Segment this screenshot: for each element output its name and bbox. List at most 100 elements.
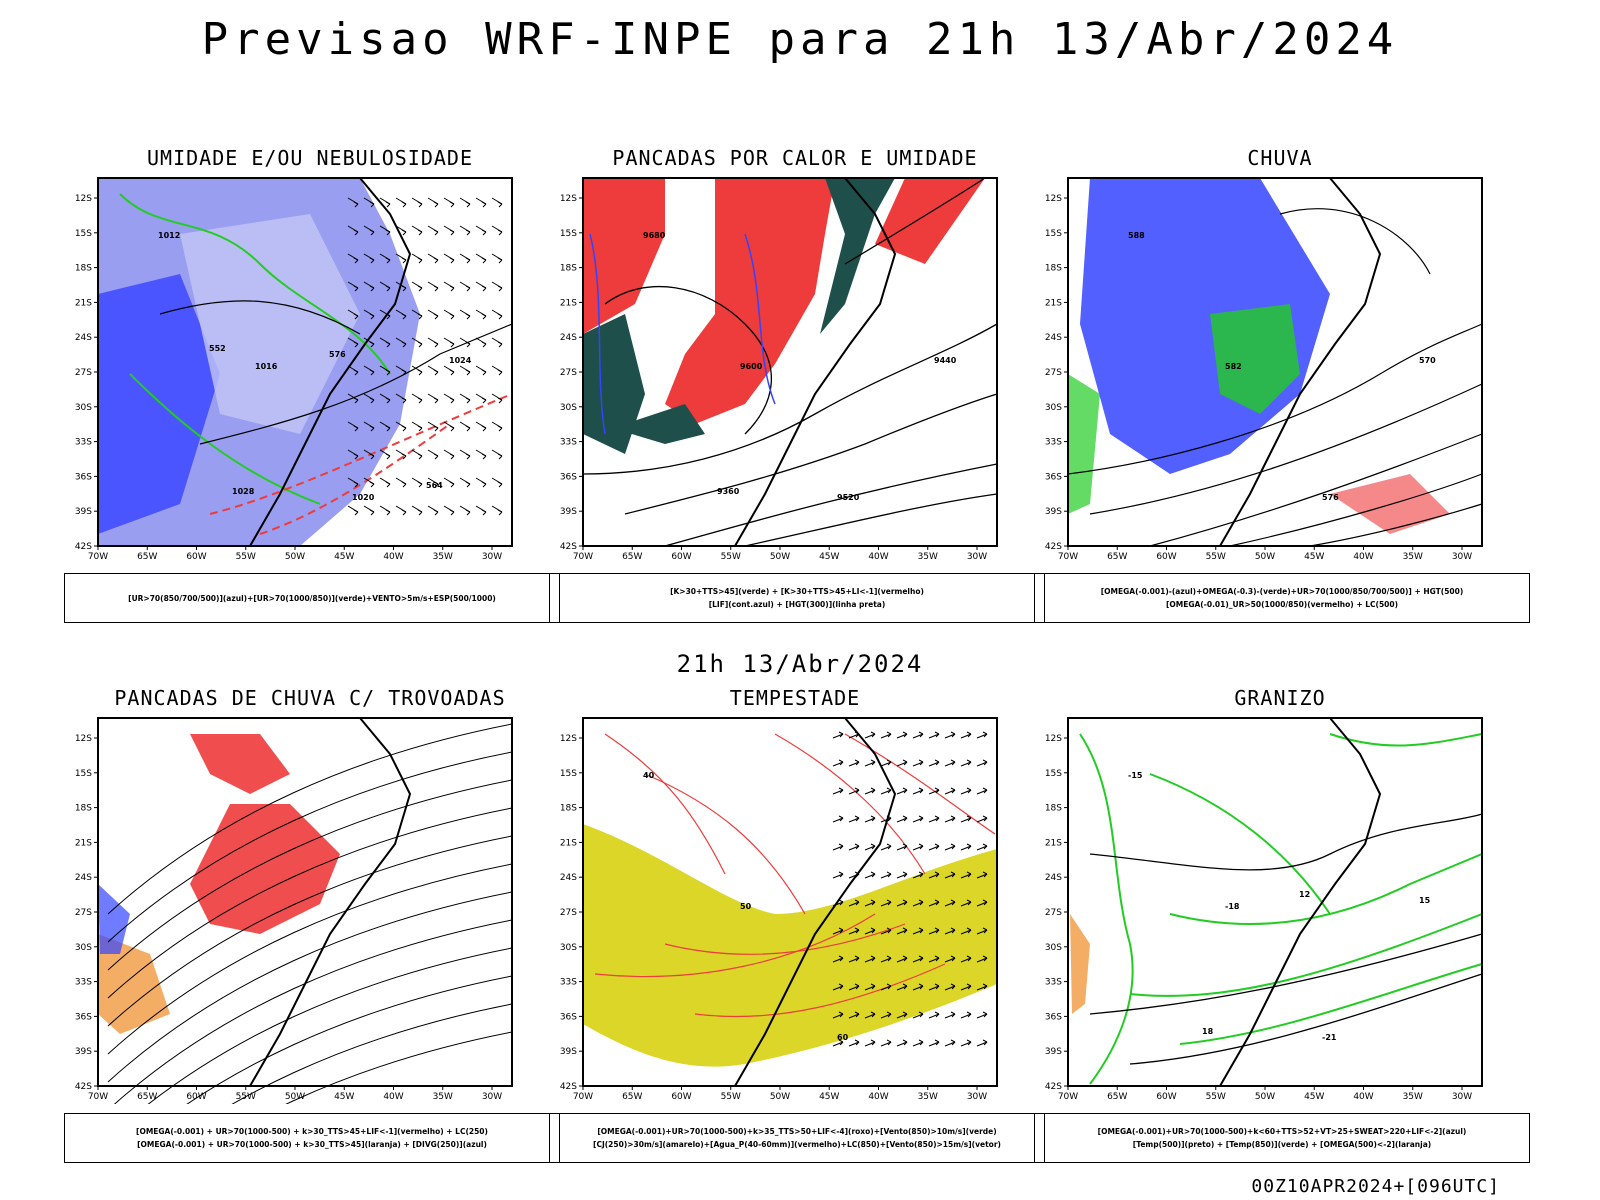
- contour-label: 576: [1322, 493, 1339, 502]
- lat-tick-label: 36S: [1045, 472, 1062, 482]
- legend-line: [CJ(250)>30m/s](amarelo)+[Agua_P(40-60mm…: [593, 1140, 1001, 1149]
- lat-tick-label: 12S: [1045, 194, 1062, 204]
- lat-tick-label: 33S: [1045, 438, 1062, 448]
- run-info: 00Z10APR2024+[096UTC]: [1251, 1176, 1500, 1197]
- lon-tick-label: 40W: [383, 552, 403, 562]
- lat-tick-label: 18S: [75, 264, 92, 274]
- lon-tick-label: 50W: [1255, 1092, 1275, 1102]
- lon-tick-label: 60W: [186, 552, 206, 562]
- lon-tick-label: 45W: [334, 1092, 354, 1102]
- contour-label: 9520: [837, 493, 860, 502]
- lat-tick-label: 42S: [75, 542, 92, 552]
- contour-label: 1016: [255, 362, 278, 371]
- lon-tick-label: 55W: [721, 552, 741, 562]
- lat-tick-label: 18S: [75, 804, 92, 814]
- contour-label: 588: [1128, 231, 1145, 240]
- lon-tick-label: 70W: [573, 1092, 593, 1102]
- lat-tick-label: 12S: [1045, 734, 1062, 744]
- contour-label: 582: [1225, 362, 1242, 371]
- legend-line: [OMEGA(-0.01)_UR>50(1000/850)(vermelho) …: [1165, 600, 1399, 609]
- lon-tick-label: 60W: [671, 552, 691, 562]
- lat-tick-label: 15S: [75, 229, 92, 239]
- lon-tick-label: 65W: [137, 552, 157, 562]
- lon-tick-label: 50W: [770, 1092, 790, 1102]
- panel-granizo: GRANIZO 12S 15S 18S 21S 24S 27S 30S 33S 36S 39S 42…: [1030, 686, 1530, 1163]
- lon-tick-label: 45W: [819, 552, 839, 562]
- contour-label: 576: [329, 350, 346, 359]
- lon-tick-label: 40W: [868, 552, 888, 562]
- lat-tick-label: 27S: [75, 368, 92, 378]
- lat-tick-label: 27S: [560, 368, 577, 378]
- lat-tick-label: 12S: [560, 194, 577, 204]
- lat-tick-label: 15S: [75, 769, 92, 779]
- lat-tick-label: 24S: [560, 333, 577, 343]
- lon-tick-label: 55W: [236, 1092, 256, 1102]
- panel-title: PANCADAS POR CALOR E UMIDADE: [612, 146, 978, 170]
- lat-tick-label: 33S: [1045, 978, 1062, 988]
- lat-tick-label: 24S: [75, 333, 92, 343]
- lat-tick-label: 21S: [75, 838, 92, 848]
- contour-label: 15: [1419, 896, 1431, 905]
- lat-tick-label: 33S: [75, 978, 92, 988]
- contour-label: 564: [426, 481, 443, 490]
- panel-title: TEMPESTADE: [729, 686, 861, 710]
- contour-label: 9440: [934, 356, 957, 365]
- lon-tick-label: 55W: [1206, 552, 1226, 562]
- lat-tick-label: 24S: [75, 873, 92, 883]
- lon-tick-label: 65W: [622, 1092, 642, 1102]
- lat-tick-label: 18S: [560, 264, 577, 274]
- lon-tick-label: 40W: [868, 1092, 888, 1102]
- panel-pancadas-trovoadas: PANCADAS DE CHUVA C/ TROVOADAS 12S 15S 18S…: [60, 686, 560, 1163]
- lon-tick-label: 50W: [770, 552, 790, 562]
- lon-tick-label: 35W: [918, 552, 938, 562]
- legend-line: [OMEGA(-0.001) + UR>70(1000-500) + k>30_…: [137, 1140, 487, 1149]
- lon-tick-label: 40W: [1353, 1092, 1373, 1102]
- lat-tick-label: 42S: [1045, 1082, 1062, 1092]
- lon-tick-label: 30W: [1452, 1092, 1472, 1102]
- contour-label: 50: [740, 902, 752, 911]
- panel-title: PANCADAS DE CHUVA C/ TROVOADAS: [114, 686, 506, 710]
- mid-subtitle: 21h 13/Abr/2024: [676, 650, 924, 678]
- lat-tick-label: 42S: [75, 1082, 92, 1092]
- legend-line: [UR>70(850/700/500)](azul)+[UR>70(1000/8…: [128, 593, 496, 603]
- panel-chuva: CHUVA 12S 15S 18S 21S 24S 27S 30S 33S 36S 39S 42S 7…: [1030, 146, 1530, 623]
- lat-tick-label: 21S: [75, 298, 92, 308]
- lon-tick-label: 50W: [285, 1092, 305, 1102]
- lat-tick-label: 15S: [560, 229, 577, 239]
- lon-tick-label: 30W: [482, 552, 502, 562]
- lat-tick-label: 42S: [560, 1082, 577, 1092]
- lon-tick-label: 60W: [671, 1092, 691, 1102]
- lon-tick-label: 60W: [1156, 1092, 1176, 1102]
- lat-tick-label: 39S: [560, 507, 577, 517]
- lat-tick-label: 27S: [75, 908, 92, 918]
- lat-tick-label: 30S: [1045, 403, 1062, 413]
- lon-tick-label: 35W: [1403, 1092, 1423, 1102]
- lat-tick-label: 27S: [1045, 368, 1062, 378]
- lat-tick-label: 39S: [1045, 1047, 1062, 1057]
- lon-tick-label: 35W: [918, 1092, 938, 1102]
- lat-tick-label: 30S: [1045, 943, 1062, 953]
- lat-tick-label: 39S: [1045, 507, 1062, 517]
- contour-label: 12: [1299, 890, 1310, 899]
- lat-tick-label: 39S: [75, 507, 92, 517]
- lat-tick-label: 30S: [75, 403, 92, 413]
- lon-tick-label: 70W: [88, 1092, 108, 1102]
- lon-tick-label: 70W: [1058, 552, 1078, 562]
- lat-tick-label: 21S: [1045, 298, 1062, 308]
- lon-tick-label: 45W: [1304, 1092, 1324, 1102]
- lon-tick-label: 60W: [186, 1092, 206, 1102]
- lon-tick-label: 45W: [334, 552, 354, 562]
- lat-tick-label: 42S: [1045, 542, 1062, 552]
- contour-label: 9360: [717, 487, 740, 496]
- contour-label: 40: [643, 771, 655, 780]
- lon-tick-label: 30W: [967, 1092, 987, 1102]
- contour-label: 570: [1419, 356, 1436, 365]
- contour-label: 552: [209, 344, 226, 353]
- lat-tick-label: 39S: [560, 1047, 577, 1057]
- panel-legend: [OMEGA(-0.001)+UR>70(1000-500)+k<60+TTS>…: [1034, 1113, 1530, 1163]
- contour-label: 1012: [158, 231, 180, 240]
- contour-label: -15: [1128, 771, 1143, 780]
- lat-tick-label: 30S: [560, 943, 577, 953]
